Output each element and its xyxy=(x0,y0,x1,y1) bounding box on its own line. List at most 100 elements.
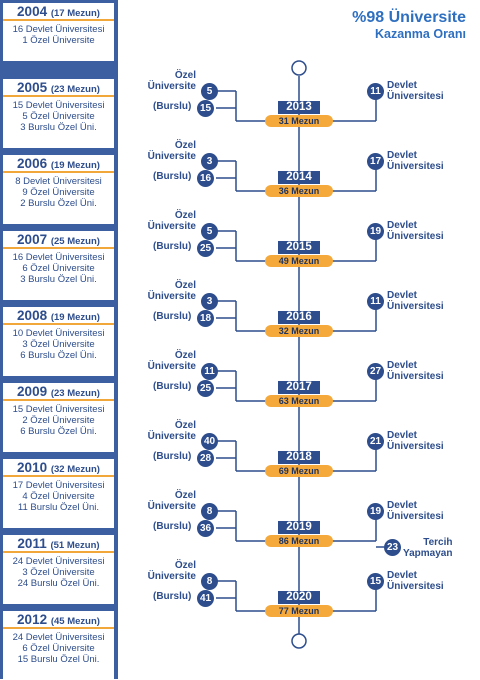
year-card: 2009 (23 Mezun) 15 Devlet Üniversitesi 2 Ö… xyxy=(3,383,114,452)
ozel-count-badge: 5 xyxy=(201,83,218,100)
year-card-title: 2007 (25 Mezun) xyxy=(3,231,114,249)
year-card-year: 2006 xyxy=(17,156,48,171)
year-card: 2005 (23 Mezun) 15 Devlet Üniversitesi 5 Ö… xyxy=(3,79,114,148)
year-card-divider xyxy=(3,19,114,21)
graduates-pill: 49 Mezun xyxy=(265,255,333,267)
burslu-label: (Burslu) xyxy=(153,171,192,182)
year-card-year: 2009 xyxy=(17,384,48,399)
year-card-line: 1 Özel Üniversite xyxy=(22,35,95,46)
year-card: 2010 (32 Mezun) 17 Devlet Üniversitesi 4 Ö… xyxy=(3,459,114,528)
success-rate-subtitle: Kazanma Oranı xyxy=(374,27,466,41)
year-card-line: 24 Devlet Üniversitesi xyxy=(12,556,105,567)
ozel-label: Özel Üniversite xyxy=(147,210,196,232)
year-card-year: 2004 xyxy=(17,4,48,19)
year-card-line: 24 Burslu Özel Üni. xyxy=(17,578,100,589)
year-card-line: 10 Devlet Üniversitesi xyxy=(12,328,105,339)
year-card-title: 2005 (23 Mezun) xyxy=(3,79,114,97)
year-card-line: 4 Özel Üniversite xyxy=(22,491,95,502)
year-box: 2016 xyxy=(278,311,320,324)
year-card: 2006 (19 Mezun) 8 Devlet Üniversitesi 9 Öz… xyxy=(3,155,114,224)
devlet-count-badge: 11 xyxy=(367,83,384,100)
devlet-count-badge: 27 xyxy=(367,363,384,380)
ozel-count-badge: 5 xyxy=(201,223,218,240)
devlet-count-badge: 19 xyxy=(367,503,384,520)
ozel-count-badge: 40 xyxy=(201,433,218,450)
burslu-label: (Burslu) xyxy=(153,311,192,322)
graduates-pill: 69 Mezun xyxy=(265,465,333,477)
year-card-year: 2010 xyxy=(17,460,48,475)
devlet-label: Devlet Üniversitesi xyxy=(387,570,444,592)
devlet-label: Devlet Üniversitesi xyxy=(387,80,444,102)
year-card-title: 2009 (23 Mezun) xyxy=(3,383,114,401)
year-card-divider xyxy=(3,95,114,97)
year-card-graduates: (19 Mezun) xyxy=(50,160,100,171)
year-card-divider xyxy=(3,171,114,173)
burslu-count-badge: 18 xyxy=(197,310,214,327)
year-card-year: 2005 xyxy=(17,80,48,95)
burslu-label: (Burslu) xyxy=(153,241,192,252)
ozel-count-badge: 8 xyxy=(201,503,218,520)
devlet-label: Devlet Üniversitesi xyxy=(387,360,444,382)
tercih-label: Tercih Yapmayan xyxy=(403,537,453,559)
year-card-line: 5 Özel Üniversite xyxy=(22,111,95,122)
year-card-line: 6 Özel Üniversite xyxy=(22,643,95,654)
devlet-count-badge: 19 xyxy=(367,223,384,240)
ozel-label: Özel Üniversite xyxy=(147,280,196,302)
year-card: 2011 (51 Mezun) 24 Devlet Üniversitesi 3 Ö… xyxy=(3,535,114,604)
tercih-count-badge: 23 xyxy=(384,539,401,556)
graduates-pill: 86 Mezun xyxy=(265,535,333,547)
graduates-pill: 36 Mezun xyxy=(265,185,333,197)
year-card-line: 9 Özel Üniversite xyxy=(22,187,95,198)
graduates-pill: 31 Mezun xyxy=(265,115,333,127)
year-card-line: 15 Devlet Üniversitesi xyxy=(12,404,105,415)
ozel-label: Özel Üniversite xyxy=(147,350,196,372)
year-card-line: 15 Burslu Özel Üni. xyxy=(17,654,100,665)
burslu-label: (Burslu) xyxy=(153,591,192,602)
burslu-count-badge: 25 xyxy=(197,380,214,397)
year-card: 2004 (17 Mezun) 16 Devlet Üniversitesi 1 Ö… xyxy=(3,3,114,61)
year-card-graduates: (19 Mezun) xyxy=(50,312,100,323)
year-card-line: 3 Burslu Özel Üni. xyxy=(20,122,97,133)
year-card-year: 2007 xyxy=(17,232,48,247)
year-card-year: 2011 xyxy=(17,536,47,551)
graduates-pill: 63 Mezun xyxy=(265,395,333,407)
burslu-count-badge: 25 xyxy=(197,240,214,257)
year-card-line: 2 Özel Üniversite xyxy=(22,415,95,426)
year-card-graduates: (25 Mezun) xyxy=(50,236,100,247)
year-box: 2019 xyxy=(278,521,320,534)
burslu-count-badge: 41 xyxy=(197,590,214,607)
ozel-count-badge: 8 xyxy=(201,573,218,590)
year-card-line: 17 Devlet Üniversitesi xyxy=(12,480,105,491)
year-card-line: 3 Burslu Özel Üni. xyxy=(20,274,97,285)
devlet-count-badge: 11 xyxy=(367,293,384,310)
year-card: 2008 (19 Mezun) 10 Devlet Üniversitesi 3 Ö… xyxy=(3,307,114,376)
graduates-pill: 32 Mezun xyxy=(265,325,333,337)
year-card-year: 2012 xyxy=(17,612,48,627)
year-box: 2018 xyxy=(278,451,320,464)
devlet-label: Devlet Üniversitesi xyxy=(387,220,444,242)
year-card-divider xyxy=(3,323,114,325)
year-card-title: 2008 (19 Mezun) xyxy=(3,307,114,325)
year-card-title: 2012 (45 Mezun) xyxy=(3,611,114,629)
ozel-label: Özel Üniversite xyxy=(147,140,196,162)
year-card-line: 8 Devlet Üniversitesi xyxy=(15,176,102,187)
year-card-line: 2 Burslu Özel Üni. xyxy=(20,198,97,209)
burslu-label: (Burslu) xyxy=(153,521,192,532)
year-card-line: 6 Burslu Özel Üni. xyxy=(20,350,97,361)
year-card-graduates: (23 Mezun) xyxy=(50,84,100,95)
timeline-end-node xyxy=(291,633,307,649)
year-card-divider xyxy=(3,399,114,401)
year-card-graduates: (23 Mezun) xyxy=(50,388,100,399)
year-box: 2020 xyxy=(278,591,320,604)
year-card-line: 11 Burslu Özel Üni. xyxy=(17,502,100,513)
devlet-label: Devlet Üniversitesi xyxy=(387,290,444,312)
year-box: 2015 xyxy=(278,241,320,254)
graduates-pill: 77 Mezun xyxy=(265,605,333,617)
year-card-line: 15 Devlet Üniversitesi xyxy=(12,100,105,111)
year-card-line: 6 Burslu Özel Üni. xyxy=(20,426,97,437)
burslu-label: (Burslu) xyxy=(153,381,192,392)
ozel-label: Özel Üniversite xyxy=(147,560,196,582)
burslu-count-badge: 28 xyxy=(197,450,214,467)
devlet-count-badge: 15 xyxy=(367,573,384,590)
year-card: 2007 (25 Mezun) 16 Devlet Üniversitesi 6 Ö… xyxy=(3,231,114,300)
